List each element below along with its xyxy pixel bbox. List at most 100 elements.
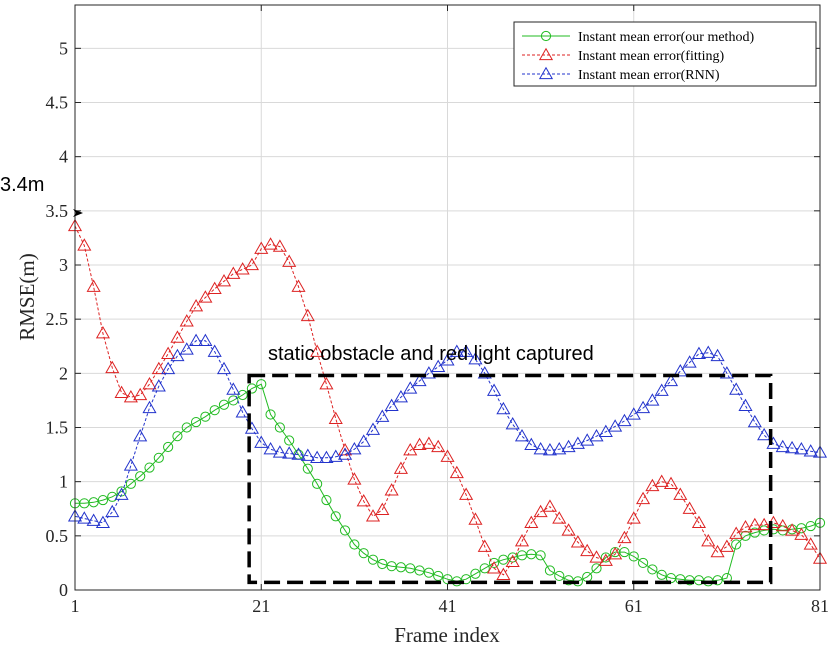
data-point [254, 241, 269, 254]
data-point [663, 373, 679, 387]
data-point [470, 568, 481, 579]
data-point [263, 237, 278, 250]
y-tick-label: 0 [59, 580, 68, 600]
data-point [86, 279, 101, 292]
data-point [440, 449, 455, 462]
data-point [535, 550, 546, 561]
data-point [282, 446, 297, 459]
data-point [189, 333, 204, 346]
y-tick-label: 3 [59, 255, 68, 275]
data-point [358, 548, 369, 559]
data-point [328, 411, 343, 424]
x-tick-label: 61 [625, 596, 643, 616]
data-point [524, 437, 539, 450]
data-point [554, 570, 565, 582]
data-point [190, 416, 202, 428]
legend-label: Instant mean error(our method) [578, 30, 754, 45]
data-point [719, 366, 734, 379]
x-tick-label: 81 [811, 596, 829, 616]
legend-item: Instant mean error(RNN) [522, 66, 720, 83]
x-tick-label: 1 [71, 596, 80, 616]
data-point [544, 565, 556, 576]
data-point [589, 550, 604, 563]
data-point [561, 523, 576, 536]
data-point [626, 407, 641, 420]
data-point [598, 553, 613, 566]
data-point [226, 266, 241, 279]
data-point [433, 570, 444, 582]
data-point [552, 511, 567, 524]
data-point [738, 519, 753, 533]
series-3 [67, 333, 828, 528]
data-point [803, 444, 818, 457]
data-point [123, 389, 138, 403]
data-point [747, 517, 762, 531]
data-point [673, 363, 688, 377]
legend-label: Instant mean error(RNN) [578, 68, 720, 83]
data-point [654, 474, 669, 487]
y-tick-label: 0.5 [46, 526, 69, 546]
data-point [133, 428, 148, 442]
data-point [310, 344, 325, 357]
data-point [198, 333, 213, 346]
data-point [449, 344, 464, 357]
legend-marker [540, 30, 552, 42]
series-line [75, 383, 821, 582]
data-point [330, 511, 341, 522]
data-point [719, 539, 734, 552]
data-point [272, 239, 287, 252]
data-point [312, 478, 323, 489]
data-point [365, 509, 381, 522]
data-point [347, 441, 362, 455]
annotation-box [247, 373, 773, 585]
data-point [209, 405, 220, 416]
data-point [701, 534, 716, 547]
start-marker-icon [73, 209, 83, 217]
data-point [794, 441, 809, 455]
data-point [161, 346, 176, 359]
data-point [123, 458, 138, 471]
data-point [710, 348, 725, 362]
data-point [151, 361, 166, 375]
data-point [272, 445, 287, 458]
series-layer [67, 218, 828, 587]
x-axis-label: Frame index [394, 623, 500, 647]
data-point [228, 395, 239, 406]
data-point [552, 441, 567, 455]
data-point [431, 359, 446, 372]
data-point [440, 353, 455, 366]
y-tick-label: 2 [59, 363, 68, 383]
data-point [216, 361, 232, 375]
data-point [414, 565, 425, 576]
data-point [198, 290, 213, 303]
data-point [246, 383, 258, 394]
data-point [533, 441, 548, 455]
data-point [561, 439, 576, 453]
data-point [291, 447, 306, 460]
data-point [570, 436, 585, 449]
data-point [673, 487, 688, 500]
y-tick-label: 1.5 [46, 418, 69, 438]
data-point [729, 526, 744, 539]
data-point [356, 434, 371, 447]
data-point [133, 387, 148, 401]
data-point [142, 376, 157, 390]
data-point [423, 567, 434, 578]
grid [74, 5, 821, 591]
data-point [459, 344, 474, 357]
data-point [319, 450, 334, 463]
data-point [682, 501, 697, 514]
data-point [142, 400, 157, 414]
data-point [496, 567, 511, 580]
data-point [785, 523, 800, 536]
data-point [274, 422, 285, 433]
data-point [656, 569, 667, 580]
data-point [384, 483, 399, 496]
data-point [645, 478, 660, 492]
data-point [347, 472, 362, 485]
data-point [328, 449, 343, 462]
data-point [608, 547, 623, 560]
data-point [647, 564, 658, 575]
data-point [105, 360, 120, 374]
data-point [189, 298, 204, 312]
